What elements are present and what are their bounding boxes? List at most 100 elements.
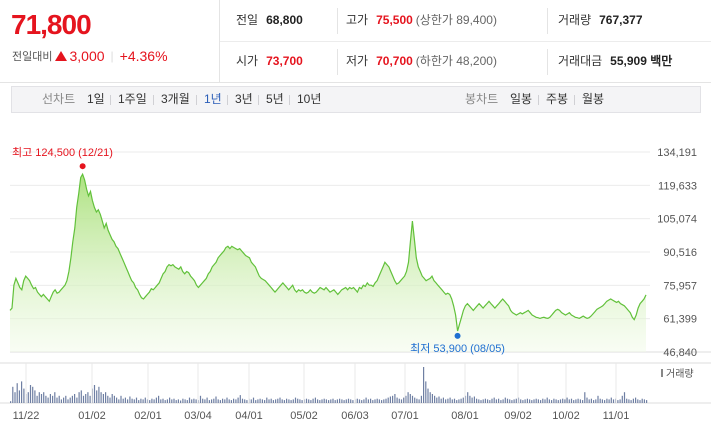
volume-bar — [498, 398, 500, 403]
volume-bar — [127, 399, 129, 403]
volume-bar — [213, 398, 215, 403]
volume-bar — [325, 399, 327, 403]
volume-bar — [469, 395, 471, 403]
volume-bar — [250, 399, 252, 403]
volume-bar — [423, 367, 425, 403]
volume-bar — [628, 399, 630, 403]
volume-bar — [531, 400, 533, 403]
volume-bar — [540, 400, 542, 403]
volume-bar — [579, 399, 581, 403]
price-summary: 71,800 전일대비 3,000 | +4.36% — [0, 0, 220, 83]
volume-bar — [85, 394, 87, 403]
volume-bar — [522, 400, 524, 403]
volume-bar — [226, 397, 228, 403]
volume-bar — [487, 399, 489, 403]
volume-bar — [268, 399, 270, 403]
low-label: 최저 53,900 (08/05) — [410, 342, 505, 355]
high-label: 최고 124,500 (12/21) — [12, 146, 113, 159]
price-area — [10, 174, 646, 352]
period-5y[interactable]: 5년 — [266, 92, 284, 106]
volume-bar — [140, 398, 142, 403]
volume-bar — [601, 399, 603, 403]
volume-bars — [0, 362, 711, 404]
volume-bar — [608, 399, 610, 403]
volume-bar — [506, 398, 509, 403]
volume-bar — [177, 399, 179, 403]
price-change: 전일대비 3,000 | +4.36% — [12, 48, 168, 64]
volume-bar — [639, 400, 641, 403]
y-tick-label: 61,399 — [663, 314, 697, 326]
volume-bar — [440, 398, 442, 403]
x-tick-label: 09/02 — [504, 410, 532, 422]
volume-bar — [107, 395, 109, 403]
volume-bar — [588, 399, 590, 403]
volume-bar — [259, 398, 261, 403]
volume-bar — [374, 399, 376, 403]
change-percent: +4.36% — [119, 48, 168, 64]
volume-bar — [319, 400, 321, 403]
volume-bar — [21, 381, 23, 403]
volume-bar — [582, 400, 584, 403]
period-1w[interactable]: 1주일 — [118, 92, 147, 106]
volume-bar — [135, 397, 138, 403]
volume-bar — [199, 395, 202, 403]
volume-bar — [445, 399, 447, 403]
volume-bar — [420, 395, 422, 403]
volume-bar — [111, 394, 113, 403]
volume-bar — [230, 400, 232, 403]
volume-bar — [438, 396, 440, 403]
volume-bar — [646, 400, 648, 403]
volume-bar — [29, 385, 32, 403]
stats-row-2: 시가 73,700 저가 70,700 (하한가 48,200) 거래대금 55,909… — [220, 41, 711, 82]
volume-bar — [275, 399, 277, 403]
volume-bar — [277, 398, 279, 403]
stat-high: 고가 75,500 (상한가 89,400) — [346, 13, 497, 27]
x-tick-label: 07/01 — [391, 410, 419, 422]
volume-bar — [606, 398, 608, 403]
volume-bar — [584, 392, 586, 403]
volume-bar — [228, 399, 230, 403]
volume-bar — [56, 397, 58, 403]
volume-bar — [460, 398, 462, 403]
volume-bar — [458, 399, 460, 403]
volume-bar — [252, 397, 255, 403]
candle-monthly[interactable]: 월봉 — [582, 92, 605, 106]
volume-bar — [617, 400, 619, 403]
volume-bar — [294, 397, 297, 403]
volume-bar — [599, 398, 601, 403]
volume-bar — [158, 395, 160, 403]
volume-bar — [542, 398, 544, 403]
volume-bar — [403, 397, 405, 403]
volume-bar — [559, 399, 562, 403]
period-3m[interactable]: 3개월 — [161, 92, 190, 106]
volume-bar — [570, 398, 573, 403]
volume-legend-icon — [661, 369, 663, 377]
volume-bar — [109, 397, 111, 403]
volume-bar — [193, 398, 195, 403]
volume-bar — [105, 392, 107, 403]
volume-bar — [414, 397, 416, 403]
volume-bar — [169, 397, 171, 403]
volume-bar — [288, 399, 290, 403]
volume-bar — [511, 400, 513, 403]
period-3y[interactable]: 3년 — [235, 92, 253, 106]
volume-bar — [341, 399, 343, 403]
volume-bar — [434, 395, 436, 403]
candle-weekly[interactable]: 주봉 — [546, 92, 569, 106]
change-divider: | — [110, 49, 114, 63]
x-tick-label: 11/01 — [603, 410, 630, 422]
volume-bar — [149, 400, 151, 403]
period-10y[interactable]: 10년 — [297, 92, 322, 106]
volume-bar — [264, 400, 266, 403]
volume-bar — [78, 392, 80, 403]
period-1d[interactable]: 1일 — [87, 92, 105, 106]
volume-bar — [409, 394, 411, 403]
volume-bar — [308, 399, 310, 403]
volume-bar — [529, 399, 531, 403]
candle-daily[interactable]: 일봉 — [510, 92, 533, 106]
period-1y[interactable]: 1년 — [204, 92, 222, 106]
y-tick-label: 105,074 — [657, 214, 697, 226]
volume-bar — [429, 392, 431, 403]
volume-bar — [447, 398, 449, 403]
volume-bar — [18, 390, 20, 403]
